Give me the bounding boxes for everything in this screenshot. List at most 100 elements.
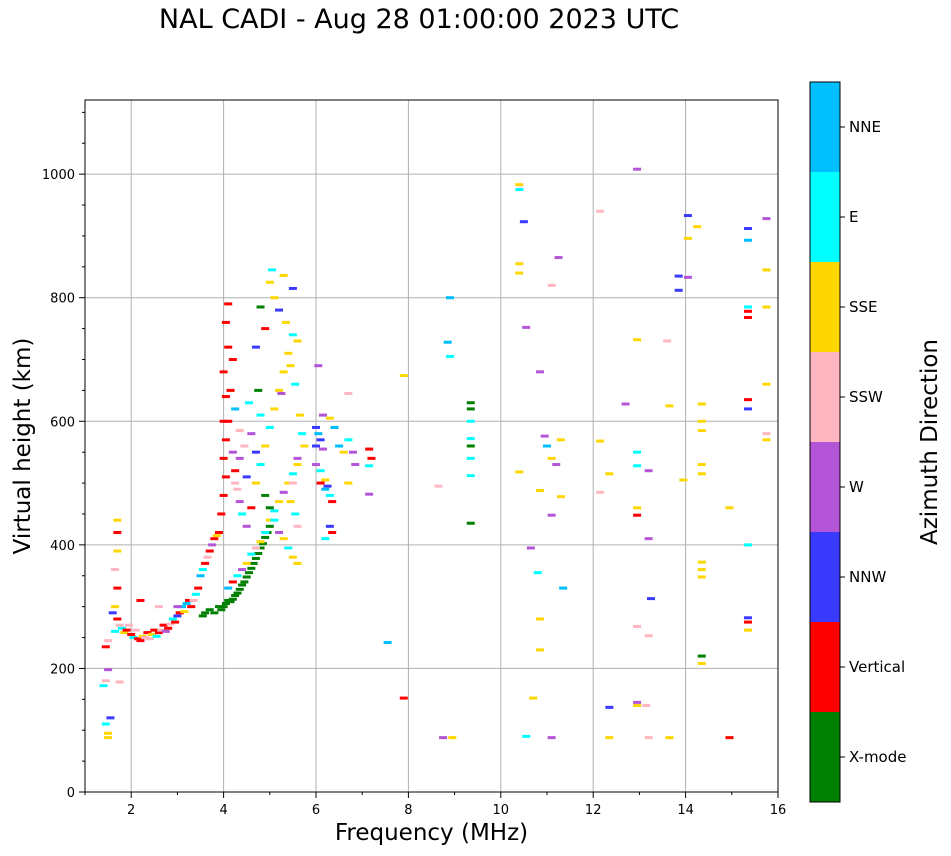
data-point	[228, 597, 237, 601]
data-point	[762, 438, 771, 442]
colorbar-label: NNE	[849, 118, 881, 136]
data-point	[529, 696, 538, 700]
data-point	[646, 597, 655, 601]
data-point	[254, 552, 263, 556]
data-point	[191, 592, 200, 596]
data-point	[605, 472, 614, 476]
data-point	[219, 456, 228, 460]
data-point	[178, 605, 187, 609]
data-point	[270, 296, 279, 300]
data-point	[633, 506, 642, 510]
data-point	[270, 407, 279, 411]
data-point	[697, 560, 706, 564]
data-point	[256, 413, 265, 417]
data-point	[466, 521, 475, 525]
data-point	[312, 425, 320, 429]
data-point	[143, 631, 152, 635]
data-point	[762, 432, 771, 436]
data-point	[367, 456, 376, 460]
data-point	[150, 628, 159, 632]
data-point	[228, 450, 237, 454]
data-point	[633, 167, 642, 171]
data-point	[314, 432, 323, 436]
data-point	[145, 637, 154, 641]
data-point	[117, 626, 126, 630]
data-point	[136, 639, 145, 643]
colorbar-segment	[810, 532, 840, 622]
data-point	[633, 624, 642, 628]
colorbar-label: SSW	[849, 388, 883, 406]
data-point	[226, 600, 235, 604]
data-point	[665, 404, 674, 408]
data-point	[312, 444, 320, 448]
data-point	[466, 419, 475, 423]
data-point	[633, 700, 642, 704]
x-tick-label: 16	[770, 803, 787, 818]
data-point	[171, 620, 180, 624]
data-point	[265, 425, 274, 429]
data-point	[642, 704, 651, 707]
data-point	[106, 716, 115, 720]
data-point	[330, 425, 339, 429]
data-point	[679, 478, 688, 482]
data-point	[261, 493, 270, 497]
data-point	[233, 487, 242, 491]
colorbar-label: X-mode	[849, 748, 906, 766]
data-point	[321, 537, 330, 541]
data-point	[743, 620, 752, 624]
data-point	[325, 524, 334, 528]
data-point	[445, 296, 454, 300]
data-point	[99, 684, 108, 688]
data-point	[242, 475, 251, 479]
data-point	[279, 370, 288, 374]
data-point	[743, 628, 752, 632]
data-point	[556, 438, 565, 442]
data-point	[210, 611, 219, 615]
data-point	[318, 413, 327, 417]
data-point	[316, 438, 325, 442]
colorbar-title: Azimuth Direction	[917, 339, 943, 545]
data-point	[466, 401, 475, 405]
data-point	[258, 542, 267, 546]
colorbar-label: W	[849, 478, 864, 496]
data-point	[328, 500, 337, 504]
data-point	[328, 531, 337, 534]
data-point	[693, 225, 702, 229]
data-point	[596, 209, 605, 213]
colorbar-label: E	[849, 208, 858, 226]
data-point	[344, 481, 353, 485]
data-point	[277, 391, 286, 395]
data-point	[697, 419, 706, 423]
data-point	[312, 463, 320, 467]
data-point	[519, 220, 528, 224]
data-point	[321, 487, 330, 491]
data-point	[159, 623, 168, 627]
data-point	[111, 568, 120, 572]
chart-title: NAL CADI - Aug 28 01:00:00 2023 UTC	[158, 4, 680, 35]
data-point	[466, 444, 475, 448]
data-point	[182, 602, 191, 606]
data-point	[279, 537, 288, 541]
data-point	[515, 262, 524, 266]
data-point	[235, 587, 244, 591]
data-point	[113, 531, 122, 534]
data-point	[559, 586, 568, 590]
data-point	[251, 481, 260, 485]
y-axis-label: Virtual height (km)	[10, 338, 36, 555]
data-point	[261, 444, 270, 448]
data-point	[466, 407, 475, 411]
data-point	[365, 492, 374, 496]
data-point	[644, 537, 653, 541]
axis-ticks: 2 4 6 8 10 12 14 16 0 200 400 600 800 1000	[42, 111, 787, 818]
data-point	[644, 469, 653, 473]
data-point	[268, 268, 277, 272]
data-point	[203, 555, 212, 559]
data-point	[443, 340, 452, 344]
data-point	[115, 623, 124, 627]
data-point	[113, 617, 122, 621]
data-point	[205, 608, 214, 612]
data-point	[242, 524, 251, 528]
data-point	[633, 513, 642, 517]
data-point	[261, 327, 270, 331]
colorbar-segment	[810, 262, 840, 352]
